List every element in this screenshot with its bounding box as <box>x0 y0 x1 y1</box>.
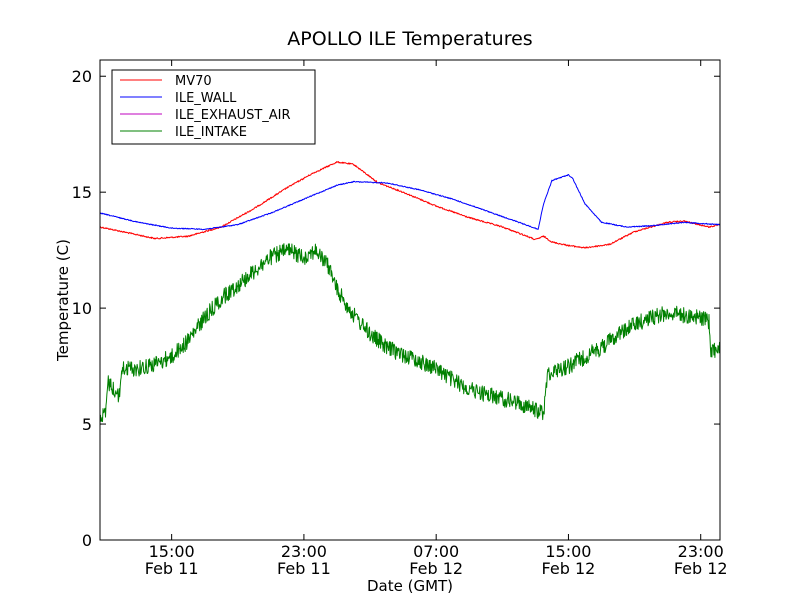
series-line-ile-wall <box>99 174 721 231</box>
series-line-ile-intake <box>99 243 721 423</box>
legend-label: ILE_WALL <box>175 91 237 106</box>
legend-label: MV70 <box>175 74 212 89</box>
plot-frame <box>99 59 721 541</box>
x-tick-label-time: 15:00 <box>545 542 591 561</box>
series-line-mv70 <box>99 161 721 249</box>
x-tick-label-date: Feb 12 <box>542 559 596 578</box>
legend-label: ILE_EXHAUST_AIR <box>175 108 291 123</box>
y-tick-label: 20 <box>72 67 92 86</box>
x-tick-label-date: Feb 11 <box>277 559 331 578</box>
chart-title: APOLLO ILE Temperatures <box>287 28 532 50</box>
y-tick-label: 10 <box>72 299 92 318</box>
plot-lines <box>99 161 721 423</box>
legend-box <box>111 69 316 145</box>
x-tick-label-time: 07:00 <box>413 542 459 561</box>
y-tick-label: 15 <box>72 183 92 202</box>
legend: MV70 ILE_WALL ILE_EXHAUST_AIR ILE_INTAKE <box>111 69 316 145</box>
x-tick-label-time: 15:00 <box>149 542 195 561</box>
legend-label: ILE_INTAKE <box>175 125 247 140</box>
x-tick-label-time: 23:00 <box>678 542 724 561</box>
y-axis-label: Temperature (C) <box>54 239 72 362</box>
y-tick-label: 5 <box>82 415 92 434</box>
x-tick-label-date: Feb 11 <box>145 559 199 578</box>
x-axis-label: Date (GMT) <box>367 577 453 595</box>
x-tick-label-date: Feb 12 <box>409 559 463 578</box>
x-tick-label-date: Feb 12 <box>674 559 728 578</box>
y-tick-label: 0 <box>82 531 92 550</box>
x-tick-label-time: 23:00 <box>281 542 327 561</box>
